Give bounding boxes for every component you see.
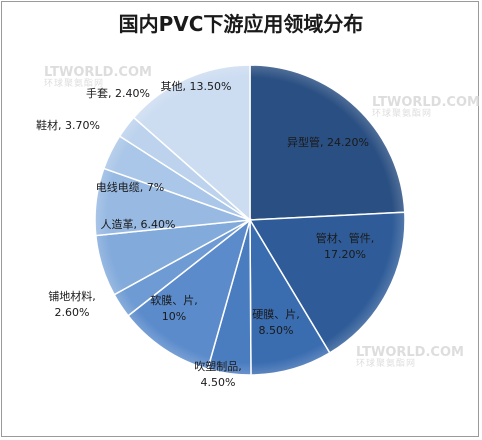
- watermark-sub: 环球聚氨酯网: [356, 359, 417, 370]
- watermark-text: LTWORLD.COM: [372, 95, 480, 110]
- chart-title: 国内PVC下游应用领域分布: [118, 12, 364, 36]
- watermark-text: LTWORLD.COM: [44, 65, 152, 80]
- watermark-text: LTWORLD.COM: [356, 345, 464, 360]
- watermark-sub: 环球聚氨酯网: [372, 109, 433, 120]
- pie-slice: [132, 64, 251, 222]
- watermark-bottom-right: LTWORLD.COM 环球聚氨酯网: [356, 345, 464, 370]
- pie-slice: [127, 217, 252, 371]
- slice-label: 软膜、片, 10%: [150, 293, 198, 323]
- slice-label: 手套, 2.40%: [86, 86, 150, 100]
- watermark-top-left: LTWORLD.COM 环球聚氨酯网: [44, 65, 152, 90]
- slice-label: 管材、管件, 17.20%: [316, 231, 375, 261]
- slice-label: 人造革, 6.40%: [101, 217, 176, 231]
- slice-label: 铺地材料, 2.60%: [48, 289, 96, 319]
- watermark-top-right: LTWORLD.COM 环球聚氨酯网: [372, 95, 480, 120]
- slice-label: 异型管, 24.20%: [287, 135, 369, 149]
- pie-slice: [249, 64, 406, 221]
- slice-label: 其他, 13.50%: [161, 80, 232, 93]
- slice-label: 鞋材, 3.70%: [36, 118, 100, 132]
- slice-label: 电线电缆, 7%: [96, 180, 164, 194]
- watermark-sub: 环球聚氨酯网: [44, 79, 105, 90]
- slice-label: 硬膜、片, 8.50%: [252, 308, 300, 337]
- pie-slice: [248, 211, 406, 354]
- slice-label: 吹塑制品, 4.50%: [194, 359, 242, 389]
